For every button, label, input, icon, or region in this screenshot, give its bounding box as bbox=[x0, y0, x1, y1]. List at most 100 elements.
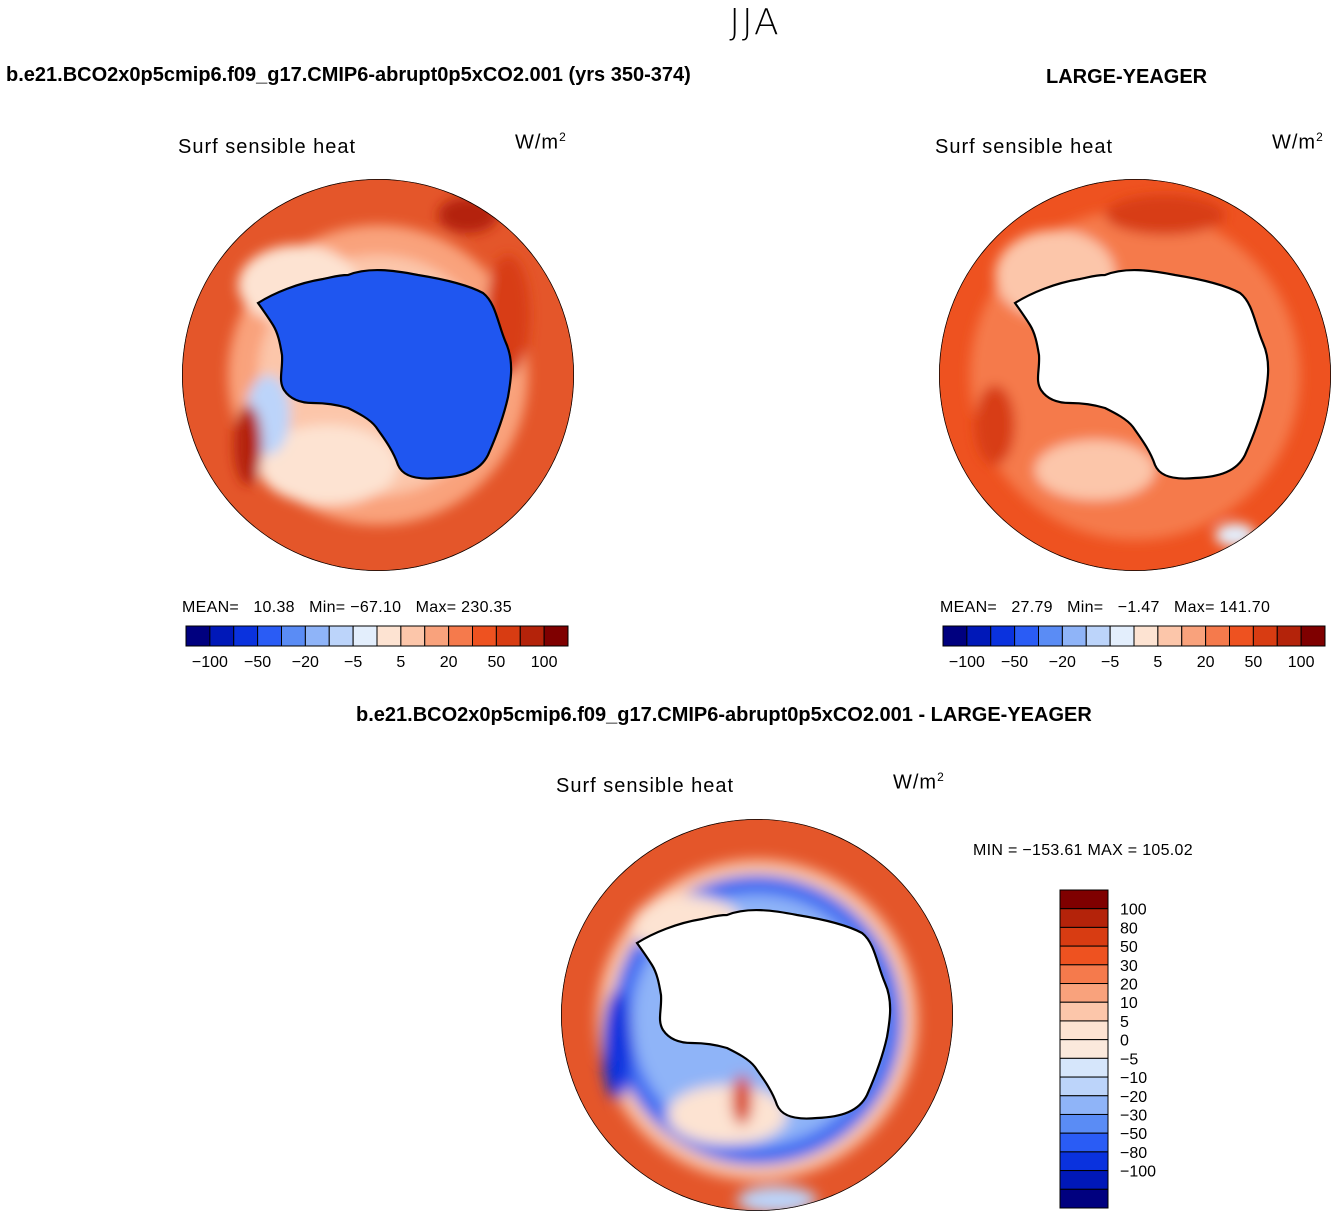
season-title: JJA bbox=[729, 2, 781, 43]
diff-colorbar-box bbox=[1059, 1020, 1109, 1041]
right-panel-title: LARGE-YEAGER bbox=[1046, 66, 1208, 88]
model-colorbar-box bbox=[257, 625, 282, 647]
obs-polar-map bbox=[939, 179, 1331, 571]
left-min-label: Min= bbox=[309, 599, 346, 616]
model-colorbar-box bbox=[304, 625, 330, 647]
diff-red-patch-1 bbox=[732, 1075, 752, 1125]
diff-colorbar-tick-label: −30 bbox=[1120, 1107, 1147, 1124]
diff-colorbar-tick-label: 80 bbox=[1120, 920, 1138, 937]
model-colorbar-box bbox=[400, 625, 426, 647]
obs-colorbar-box bbox=[1181, 625, 1207, 647]
diff-colorbar-box bbox=[1059, 1057, 1109, 1078]
obs-colorbar-box bbox=[1300, 625, 1326, 647]
diff-colorbar-tick-label: 10 bbox=[1120, 995, 1138, 1012]
left-max-label: Max= bbox=[415, 599, 457, 616]
left-panel-title: b.e21.BCO2x0p5cmip6.f09_g17.CMIP6-abrupt… bbox=[6, 64, 691, 86]
right-stats: MEAN= 27.79 Min= −1.47 Max= 141.70 bbox=[940, 599, 1270, 617]
diff-colorbar-box bbox=[1059, 1039, 1109, 1059]
diff-colorbar-box bbox=[1059, 1170, 1109, 1190]
diff-antarctica-land bbox=[635, 908, 892, 1120]
diff-colorbar-tick-label: −100 bbox=[1120, 1164, 1156, 1181]
model-colorbar-box bbox=[472, 625, 497, 647]
obs-colorbar-tick-label: 20 bbox=[1197, 654, 1215, 671]
model-colorbar-box bbox=[376, 625, 402, 647]
right-max-value: 141.70 bbox=[1219, 599, 1271, 616]
obs-colorbar-box bbox=[966, 625, 992, 647]
diff-colorbar-tick-label: 100 bbox=[1120, 902, 1147, 919]
model-colorbar-tick-label: 100 bbox=[531, 654, 558, 671]
diff-stats: MIN = −153.61 MAX = 105.02 bbox=[973, 842, 1193, 859]
diff-colorbar-tick-label: −20 bbox=[1120, 1089, 1147, 1106]
diff-pale-patch-2 bbox=[667, 1085, 787, 1145]
model-colorbar-box bbox=[352, 625, 378, 647]
obs-colorbar-tick-label: 5 bbox=[1153, 654, 1162, 671]
obs-colorbar: −100 −50 −20 −5 5 20 50 100 bbox=[942, 625, 1326, 671]
diff-colorbar-box bbox=[1059, 964, 1109, 985]
model-colorbar-box bbox=[424, 625, 450, 647]
model-colorbar-tick-label: −50 bbox=[244, 654, 271, 671]
model-colorbar-tick-label: −20 bbox=[292, 654, 319, 671]
obs-colorbar-tick-label: −5 bbox=[1101, 654, 1119, 671]
difference-panel-title: b.e21.BCO2x0p5cmip6.f09_g17.CMIP6-abrupt… bbox=[356, 704, 1092, 726]
model-colorbar-tick-label: −5 bbox=[344, 654, 362, 671]
obs-dark-patch-1 bbox=[1105, 195, 1225, 235]
diff-colorbar-box bbox=[1059, 889, 1109, 910]
right-min-label: Min= bbox=[1067, 599, 1104, 616]
diff-colorbar-box bbox=[1059, 908, 1109, 928]
obs-colorbar-box bbox=[1133, 625, 1159, 647]
model-colorbar-box bbox=[233, 625, 259, 647]
diff-colorbar-box bbox=[1059, 1188, 1109, 1209]
obs-colorbar-box bbox=[1061, 625, 1087, 647]
diff-colorbar-tick-label: 5 bbox=[1120, 1014, 1129, 1031]
model-polar-map bbox=[182, 179, 574, 571]
right-min-value: −1.47 bbox=[1117, 599, 1160, 616]
left-mean-value: 10.38 bbox=[253, 599, 295, 616]
model-colorbar-box bbox=[448, 625, 473, 647]
model-dark-patch-1 bbox=[234, 405, 262, 485]
diff-colorbar-box bbox=[1059, 1095, 1109, 1115]
model-dark-patch-2 bbox=[438, 197, 498, 233]
right-max-label: Max= bbox=[1173, 599, 1215, 616]
diff-units-label: W/m2 bbox=[893, 770, 945, 794]
left-units-label: W/m2 bbox=[515, 130, 567, 154]
diff-colorbar-tick-label: 50 bbox=[1120, 939, 1138, 956]
obs-colorbar-box bbox=[990, 625, 1016, 647]
difference-polar-map bbox=[561, 819, 953, 1211]
diff-colorbar-box bbox=[1059, 983, 1109, 1003]
right-variable-label: Surf sensible heat bbox=[935, 136, 1114, 158]
obs-colorbar-box bbox=[1276, 625, 1302, 647]
model-colorbar-box bbox=[543, 625, 569, 647]
model-colorbar: −100 −50 −20 −5 5 20 50 100 bbox=[185, 625, 569, 671]
model-colorbar-tick-label: 5 bbox=[396, 654, 405, 671]
obs-colorbar-box bbox=[942, 625, 968, 647]
right-mean-value: 27.79 bbox=[1011, 599, 1053, 616]
obs-colorbar-box bbox=[1157, 625, 1183, 647]
model-colorbar-box bbox=[495, 625, 521, 647]
diff-colorbar-tick-label: 0 bbox=[1120, 1033, 1129, 1050]
model-colorbar-box bbox=[328, 625, 354, 647]
left-stats: MEAN= 10.38 Min= −67.10 Max= 230.35 bbox=[182, 599, 512, 617]
diff-colorbar-tick-label: −80 bbox=[1120, 1145, 1147, 1162]
obs-colorbar-tick-label: −100 bbox=[949, 654, 985, 671]
diff-colorbar-tick-label: 30 bbox=[1120, 958, 1138, 975]
obs-colorbar-box bbox=[1085, 625, 1111, 647]
obs-colorbar-box bbox=[1229, 625, 1254, 647]
diff-colorbar-tick-label: −50 bbox=[1120, 1126, 1147, 1143]
model-colorbar-box bbox=[185, 625, 211, 647]
diff-colorbar-tick-label: −5 bbox=[1120, 1051, 1138, 1068]
obs-antarctica-land bbox=[1013, 268, 1270, 480]
model-colorbar-box bbox=[209, 625, 235, 647]
obs-colorbar-box bbox=[1205, 625, 1230, 647]
model-colorbar-tick-label: 20 bbox=[440, 654, 458, 671]
obs-dark-patch-2 bbox=[975, 385, 1015, 465]
obs-colorbar-tick-label: −20 bbox=[1049, 654, 1076, 671]
obs-colorbar-tick-label: 100 bbox=[1288, 654, 1315, 671]
model-colorbar-tick-label: 50 bbox=[487, 654, 505, 671]
model-colorbar-box bbox=[519, 625, 545, 647]
obs-colorbar-box bbox=[1014, 625, 1039, 647]
right-units-label: W/m2 bbox=[1272, 130, 1324, 154]
diff-colorbar-box bbox=[1059, 926, 1109, 947]
diff-colorbar-tick-label: 20 bbox=[1120, 977, 1138, 994]
left-min-value: −67.10 bbox=[350, 599, 402, 616]
